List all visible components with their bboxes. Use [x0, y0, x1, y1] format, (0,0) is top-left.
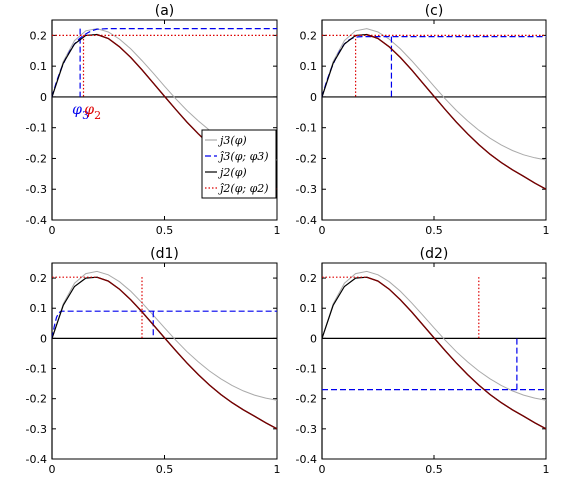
y-tick-label: -0.1: [26, 122, 47, 135]
legend-box: [201, 129, 277, 199]
plot-area: [321, 19, 547, 221]
y-tick-label: 0.1: [30, 60, 48, 73]
y-tick-label: -0.2: [26, 152, 47, 165]
x-tick-label: 0.5: [156, 224, 174, 237]
y-tick-label: -0.3: [296, 423, 317, 436]
x-tick-label: 0.5: [425, 224, 443, 237]
series-overlay-descent: [96, 276, 278, 430]
x-tick-label: 1: [543, 224, 550, 237]
y-tick-label: -0.4: [26, 214, 47, 227]
legend-label: j2(φ): [217, 166, 247, 179]
x-tick-label: 1: [274, 463, 281, 476]
panel-title: (a): [155, 3, 175, 19]
y-tick-label: -0.1: [296, 363, 317, 376]
y-tick-label: -0.3: [296, 183, 317, 196]
series-j3: [321, 28, 547, 161]
y-tick-label: -0.2: [296, 393, 317, 406]
x-tick-label: 0: [319, 463, 326, 476]
panel-d2: (d2) -0.4 -0.3 -0.2 -0.1 0 0.1 0.2 0 0.5 1: [296, 246, 550, 476]
x-tick-label: 1: [543, 463, 550, 476]
legend-label: j3(φ): [217, 134, 247, 147]
panel-title: (c): [425, 3, 444, 19]
y-tick-label: 0: [310, 91, 317, 104]
panel-title: (d2): [420, 246, 449, 262]
legend: j3(φ) ĵ3(φ; φ3) j2(φ) ĵ2(φ; φ2): [201, 129, 277, 199]
y-tick-label: 0.1: [300, 60, 318, 73]
y-tick-label: -0.4: [296, 453, 317, 466]
phi-marker-2: φ2: [84, 102, 101, 122]
y-tick-label: -0.2: [26, 393, 47, 406]
y-tick-label: -0.4: [296, 214, 317, 227]
legend-label: ĵ3(φ; φ3): [218, 150, 269, 163]
y-tick-label: 0.2: [300, 272, 318, 285]
series-overlay-descent: [366, 33, 547, 190]
y-tick-label: 0.1: [300, 302, 318, 315]
y-tick-label: -0.2: [296, 152, 317, 165]
y-tick-label: -0.1: [296, 122, 317, 135]
plot-area: [321, 262, 547, 460]
y-tick-label: 0: [40, 91, 47, 104]
y-tick-label: -0.1: [26, 363, 47, 376]
panel-d1: (d1) -0.4 -0.3 -0.2 -0.1 0 0.1 0.2 0 0.5 1: [26, 246, 281, 476]
x-tick-label: 0: [49, 224, 56, 237]
y-tick-label: 0: [40, 332, 47, 345]
series-overlay-descent: [366, 276, 547, 430]
x-tick-label: 1: [274, 224, 281, 237]
y-tick-label: 0.2: [30, 272, 48, 285]
y-tick-label: 0.1: [30, 302, 48, 315]
y-tick-label: -0.3: [26, 423, 47, 436]
x-tick-label: 0: [49, 463, 56, 476]
series-j3: [321, 270, 547, 401]
y-tick-label: -0.3: [26, 183, 47, 196]
y-tick-label: -0.4: [26, 453, 47, 466]
x-tick-label: 0.5: [156, 463, 174, 476]
y-tick-label: 0.2: [300, 29, 318, 42]
series-j3: [51, 270, 278, 401]
y-tick-label: 0: [310, 332, 317, 345]
plot-area: [51, 262, 278, 460]
x-tick-label: 0.5: [425, 463, 443, 476]
x-tick-label: 0: [319, 224, 326, 237]
panel-title: (d1): [150, 246, 179, 262]
phi-marker-3: φ3: [72, 102, 89, 122]
y-tick-label: 0.2: [30, 29, 48, 42]
legend-label: ĵ2(φ; φ2): [218, 182, 269, 195]
panel-c: (c) -0.4 -0.3 -0.2 -0.1 0 0.1 0.2 0 0.5 1: [296, 3, 550, 237]
